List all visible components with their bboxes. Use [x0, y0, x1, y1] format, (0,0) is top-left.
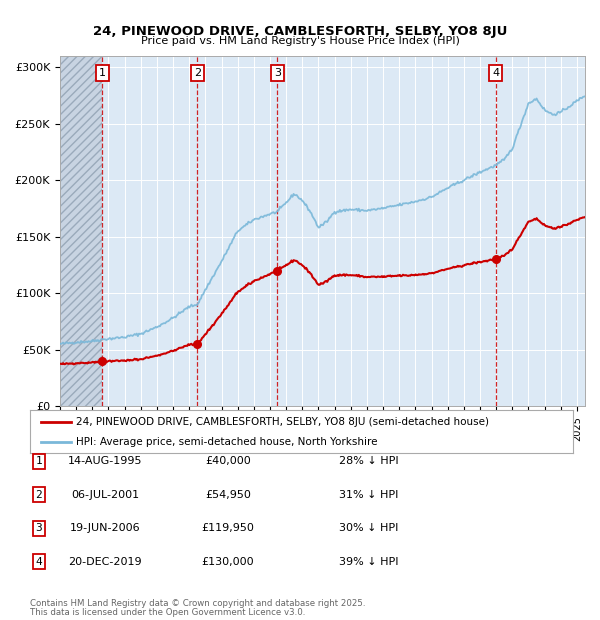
Text: £130,000: £130,000: [202, 557, 254, 567]
Text: 19-JUN-2006: 19-JUN-2006: [70, 523, 140, 533]
Text: Contains HM Land Registry data © Crown copyright and database right 2025.: Contains HM Land Registry data © Crown c…: [30, 600, 365, 608]
Text: 1: 1: [99, 68, 106, 78]
Text: 3: 3: [35, 523, 43, 533]
Text: HPI: Average price, semi-detached house, North Yorkshire: HPI: Average price, semi-detached house,…: [76, 437, 377, 447]
Text: 2: 2: [35, 490, 43, 500]
Text: £119,950: £119,950: [202, 523, 254, 533]
Text: 1: 1: [35, 456, 43, 466]
Text: 30% ↓ HPI: 30% ↓ HPI: [339, 523, 398, 533]
Text: 4: 4: [492, 68, 499, 78]
Text: £40,000: £40,000: [205, 456, 251, 466]
Text: 24, PINEWOOD DRIVE, CAMBLESFORTH, SELBY, YO8 8JU: 24, PINEWOOD DRIVE, CAMBLESFORTH, SELBY,…: [93, 25, 507, 37]
Bar: [60, 56, 103, 406]
Text: 4: 4: [35, 557, 43, 567]
Text: 28% ↓ HPI: 28% ↓ HPI: [339, 456, 398, 466]
Text: 2: 2: [194, 68, 201, 78]
Text: 20-DEC-2019: 20-DEC-2019: [68, 557, 142, 567]
Text: 24, PINEWOOD DRIVE, CAMBLESFORTH, SELBY, YO8 8JU (semi-detached house): 24, PINEWOOD DRIVE, CAMBLESFORTH, SELBY,…: [76, 417, 489, 427]
Text: 14-AUG-1995: 14-AUG-1995: [68, 456, 142, 466]
Text: Price paid vs. HM Land Registry's House Price Index (HPI): Price paid vs. HM Land Registry's House …: [140, 36, 460, 46]
Text: 06-JUL-2001: 06-JUL-2001: [71, 490, 139, 500]
Text: 39% ↓ HPI: 39% ↓ HPI: [339, 557, 398, 567]
Text: 31% ↓ HPI: 31% ↓ HPI: [339, 490, 398, 500]
Text: This data is licensed under the Open Government Licence v3.0.: This data is licensed under the Open Gov…: [30, 608, 305, 617]
Text: £54,950: £54,950: [205, 490, 251, 500]
Text: 3: 3: [274, 68, 281, 78]
